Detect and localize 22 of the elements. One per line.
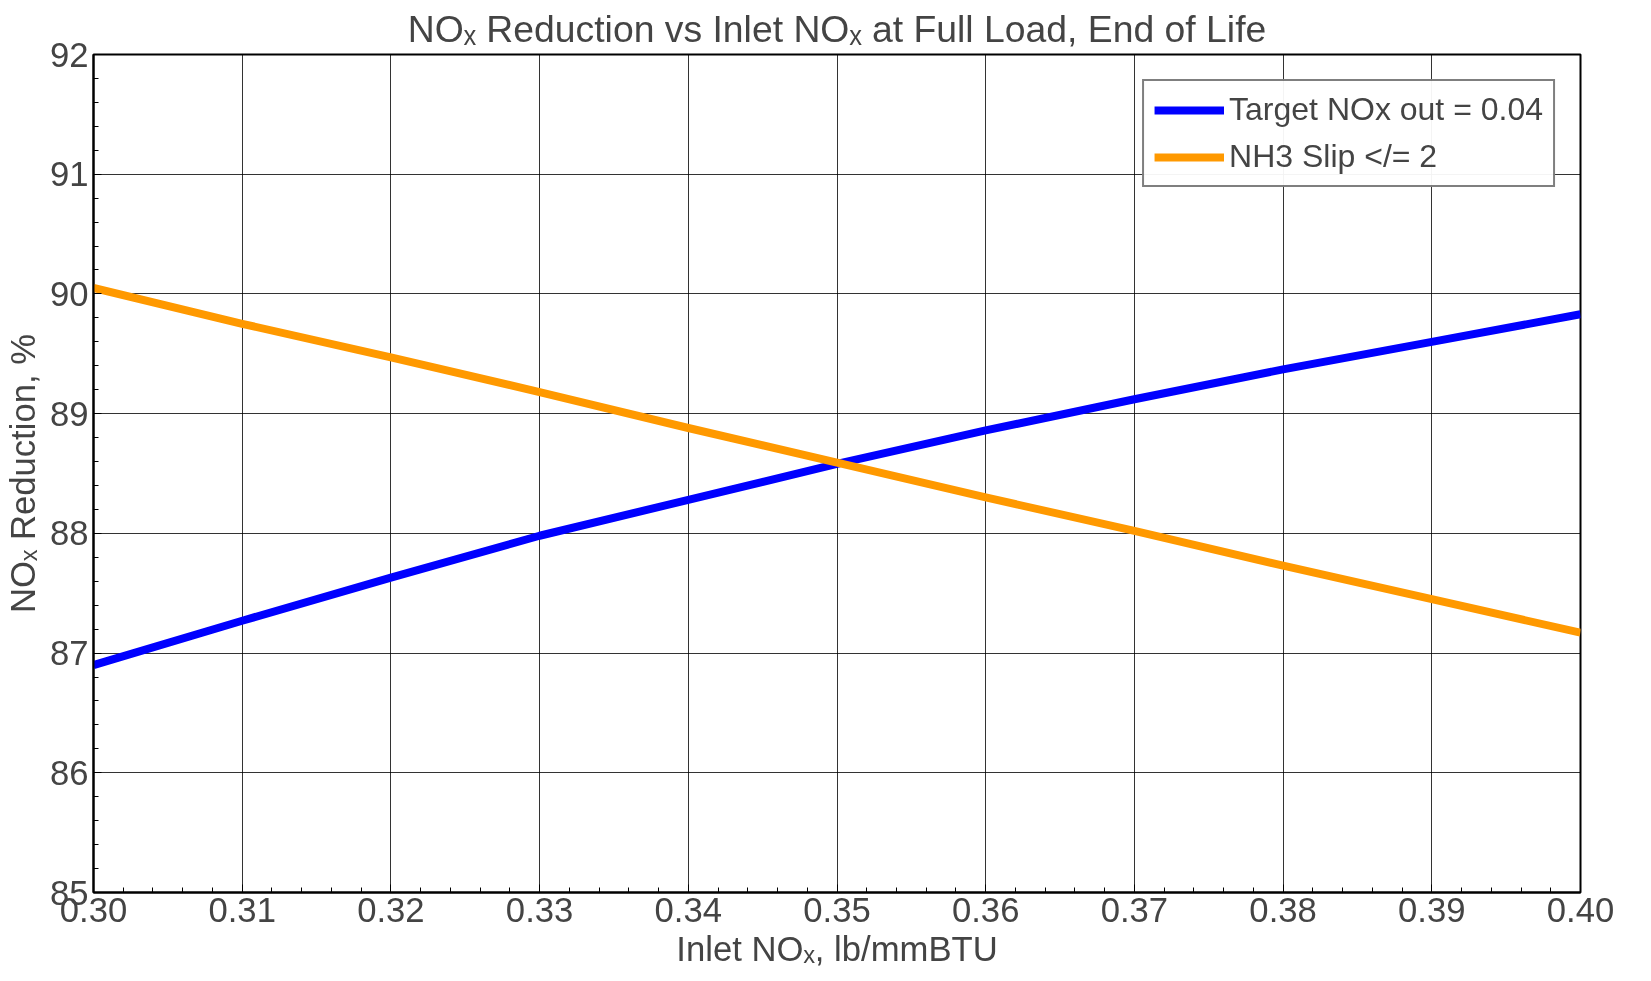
- x-tick-label: 0.34: [654, 890, 723, 929]
- x-tick-label: 0.31: [208, 890, 276, 929]
- y-tick-label: 86: [49, 753, 89, 792]
- y-tick-label: 87: [49, 634, 89, 673]
- x-axis-title: Inlet NOₓ, lb/mmBTU: [676, 929, 998, 968]
- legend-label: NH3 Slip </= 2: [1229, 138, 1438, 175]
- x-tick-label: 0.39: [1398, 890, 1466, 929]
- x-tick-label: 0.38: [1249, 890, 1317, 929]
- x-tick-label: 0.36: [951, 890, 1020, 929]
- x-tick-label: 0.33: [505, 890, 574, 929]
- x-tick-label: 0.37: [1100, 890, 1169, 929]
- y-tick-label: 89: [49, 394, 89, 433]
- x-tick-label: 0.35: [803, 890, 871, 929]
- y-tick-label: 88: [49, 514, 89, 553]
- legend-label: Target NOx out = 0.04: [1229, 91, 1543, 128]
- y-axis-title: NOₓ Reduction, %: [3, 333, 42, 614]
- y-tick-label: 92: [49, 35, 89, 74]
- y-tick-label: 91: [49, 155, 89, 194]
- x-tick-label: 0.40: [1546, 890, 1615, 929]
- chart-title: NOₓ Reduction vs Inlet NOₓ at Full Load, End of Life: [407, 7, 1267, 50]
- x-tick-label: 0.32: [357, 890, 425, 929]
- y-tick-label: 90: [49, 274, 89, 313]
